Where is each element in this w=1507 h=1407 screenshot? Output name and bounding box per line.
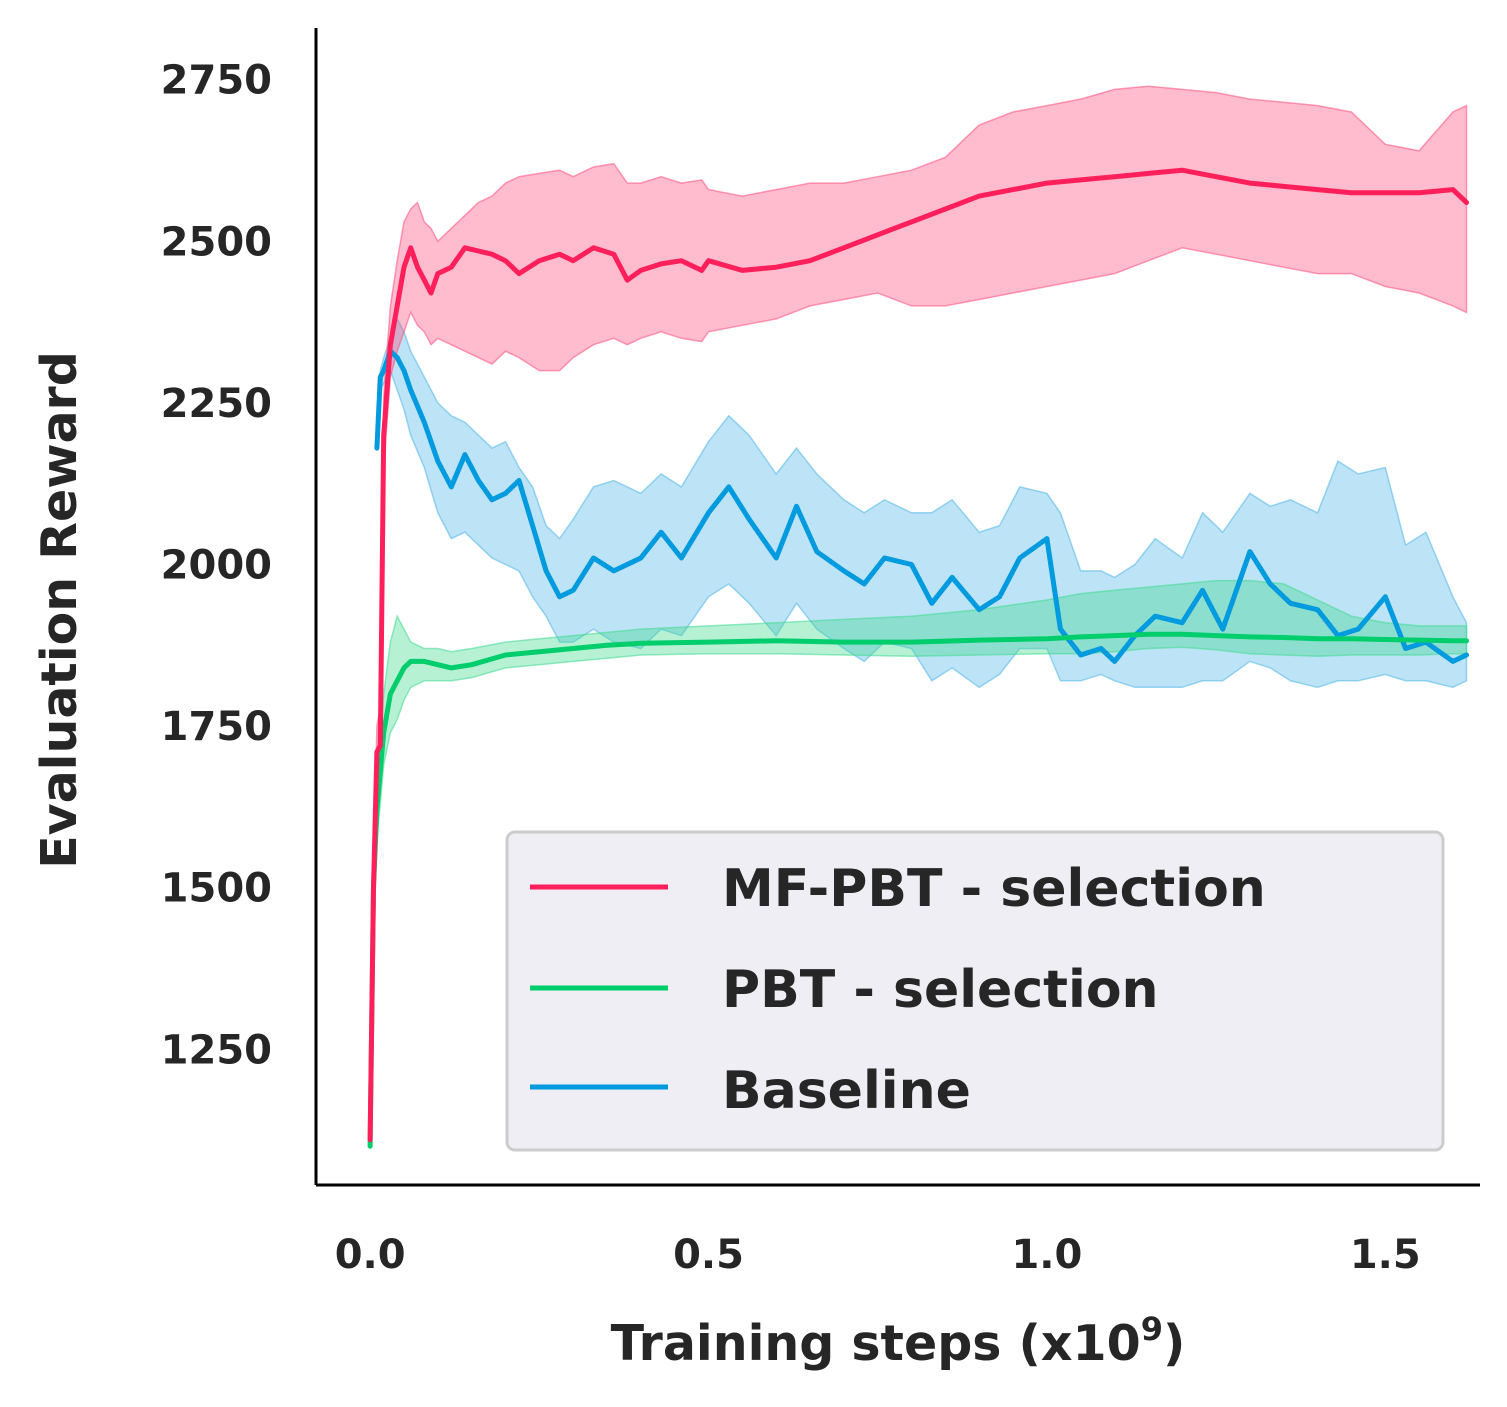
y-tick-label: 1750 bbox=[161, 704, 272, 750]
x-axis-label-suffix: ) bbox=[1163, 1315, 1185, 1372]
legend-label-pbt: PBT - selection bbox=[722, 960, 1159, 1020]
legend-label-mf-pbt: MF-PBT - selection bbox=[722, 859, 1266, 919]
y-axis-label: Evaluation Reward bbox=[31, 351, 88, 869]
x-axis-label: Training steps (x109) bbox=[611, 1310, 1186, 1372]
y-tick-labels: 1250 1500 1750 2000 2250 2500 2750 bbox=[161, 58, 272, 1074]
line-baseline bbox=[374, 348, 1469, 664]
line-pbt-selection bbox=[367, 631, 1469, 1149]
y-tick-label: 2000 bbox=[161, 542, 272, 588]
x-tick-label: 0.5 bbox=[673, 1232, 744, 1278]
y-tick-label: 1250 bbox=[161, 1027, 272, 1073]
x-tick-label: 1.0 bbox=[1011, 1232, 1082, 1278]
x-tick-label: 1.5 bbox=[1350, 1232, 1421, 1278]
y-tick-label: 2750 bbox=[161, 58, 272, 104]
legend: MF-PBT - selection PBT - selection Basel… bbox=[505, 830, 1445, 1152]
x-axis-label-exponent: 9 bbox=[1141, 1310, 1163, 1348]
series-lines bbox=[367, 167, 1469, 1149]
x-axis-label-prefix: Training steps (x10 bbox=[611, 1315, 1141, 1372]
legend-box bbox=[505, 830, 1445, 1152]
y-tick-label: 1500 bbox=[161, 866, 272, 912]
legend-label-baseline: Baseline bbox=[722, 1061, 971, 1121]
x-tick-label: 0.0 bbox=[335, 1232, 406, 1278]
x-tick-labels: 0.0 0.5 1.0 1.5 bbox=[335, 1232, 1421, 1278]
y-tick-label: 2500 bbox=[161, 219, 272, 265]
y-tick-label: 2250 bbox=[161, 381, 272, 427]
line-mf-pbt-selection bbox=[367, 167, 1469, 1143]
